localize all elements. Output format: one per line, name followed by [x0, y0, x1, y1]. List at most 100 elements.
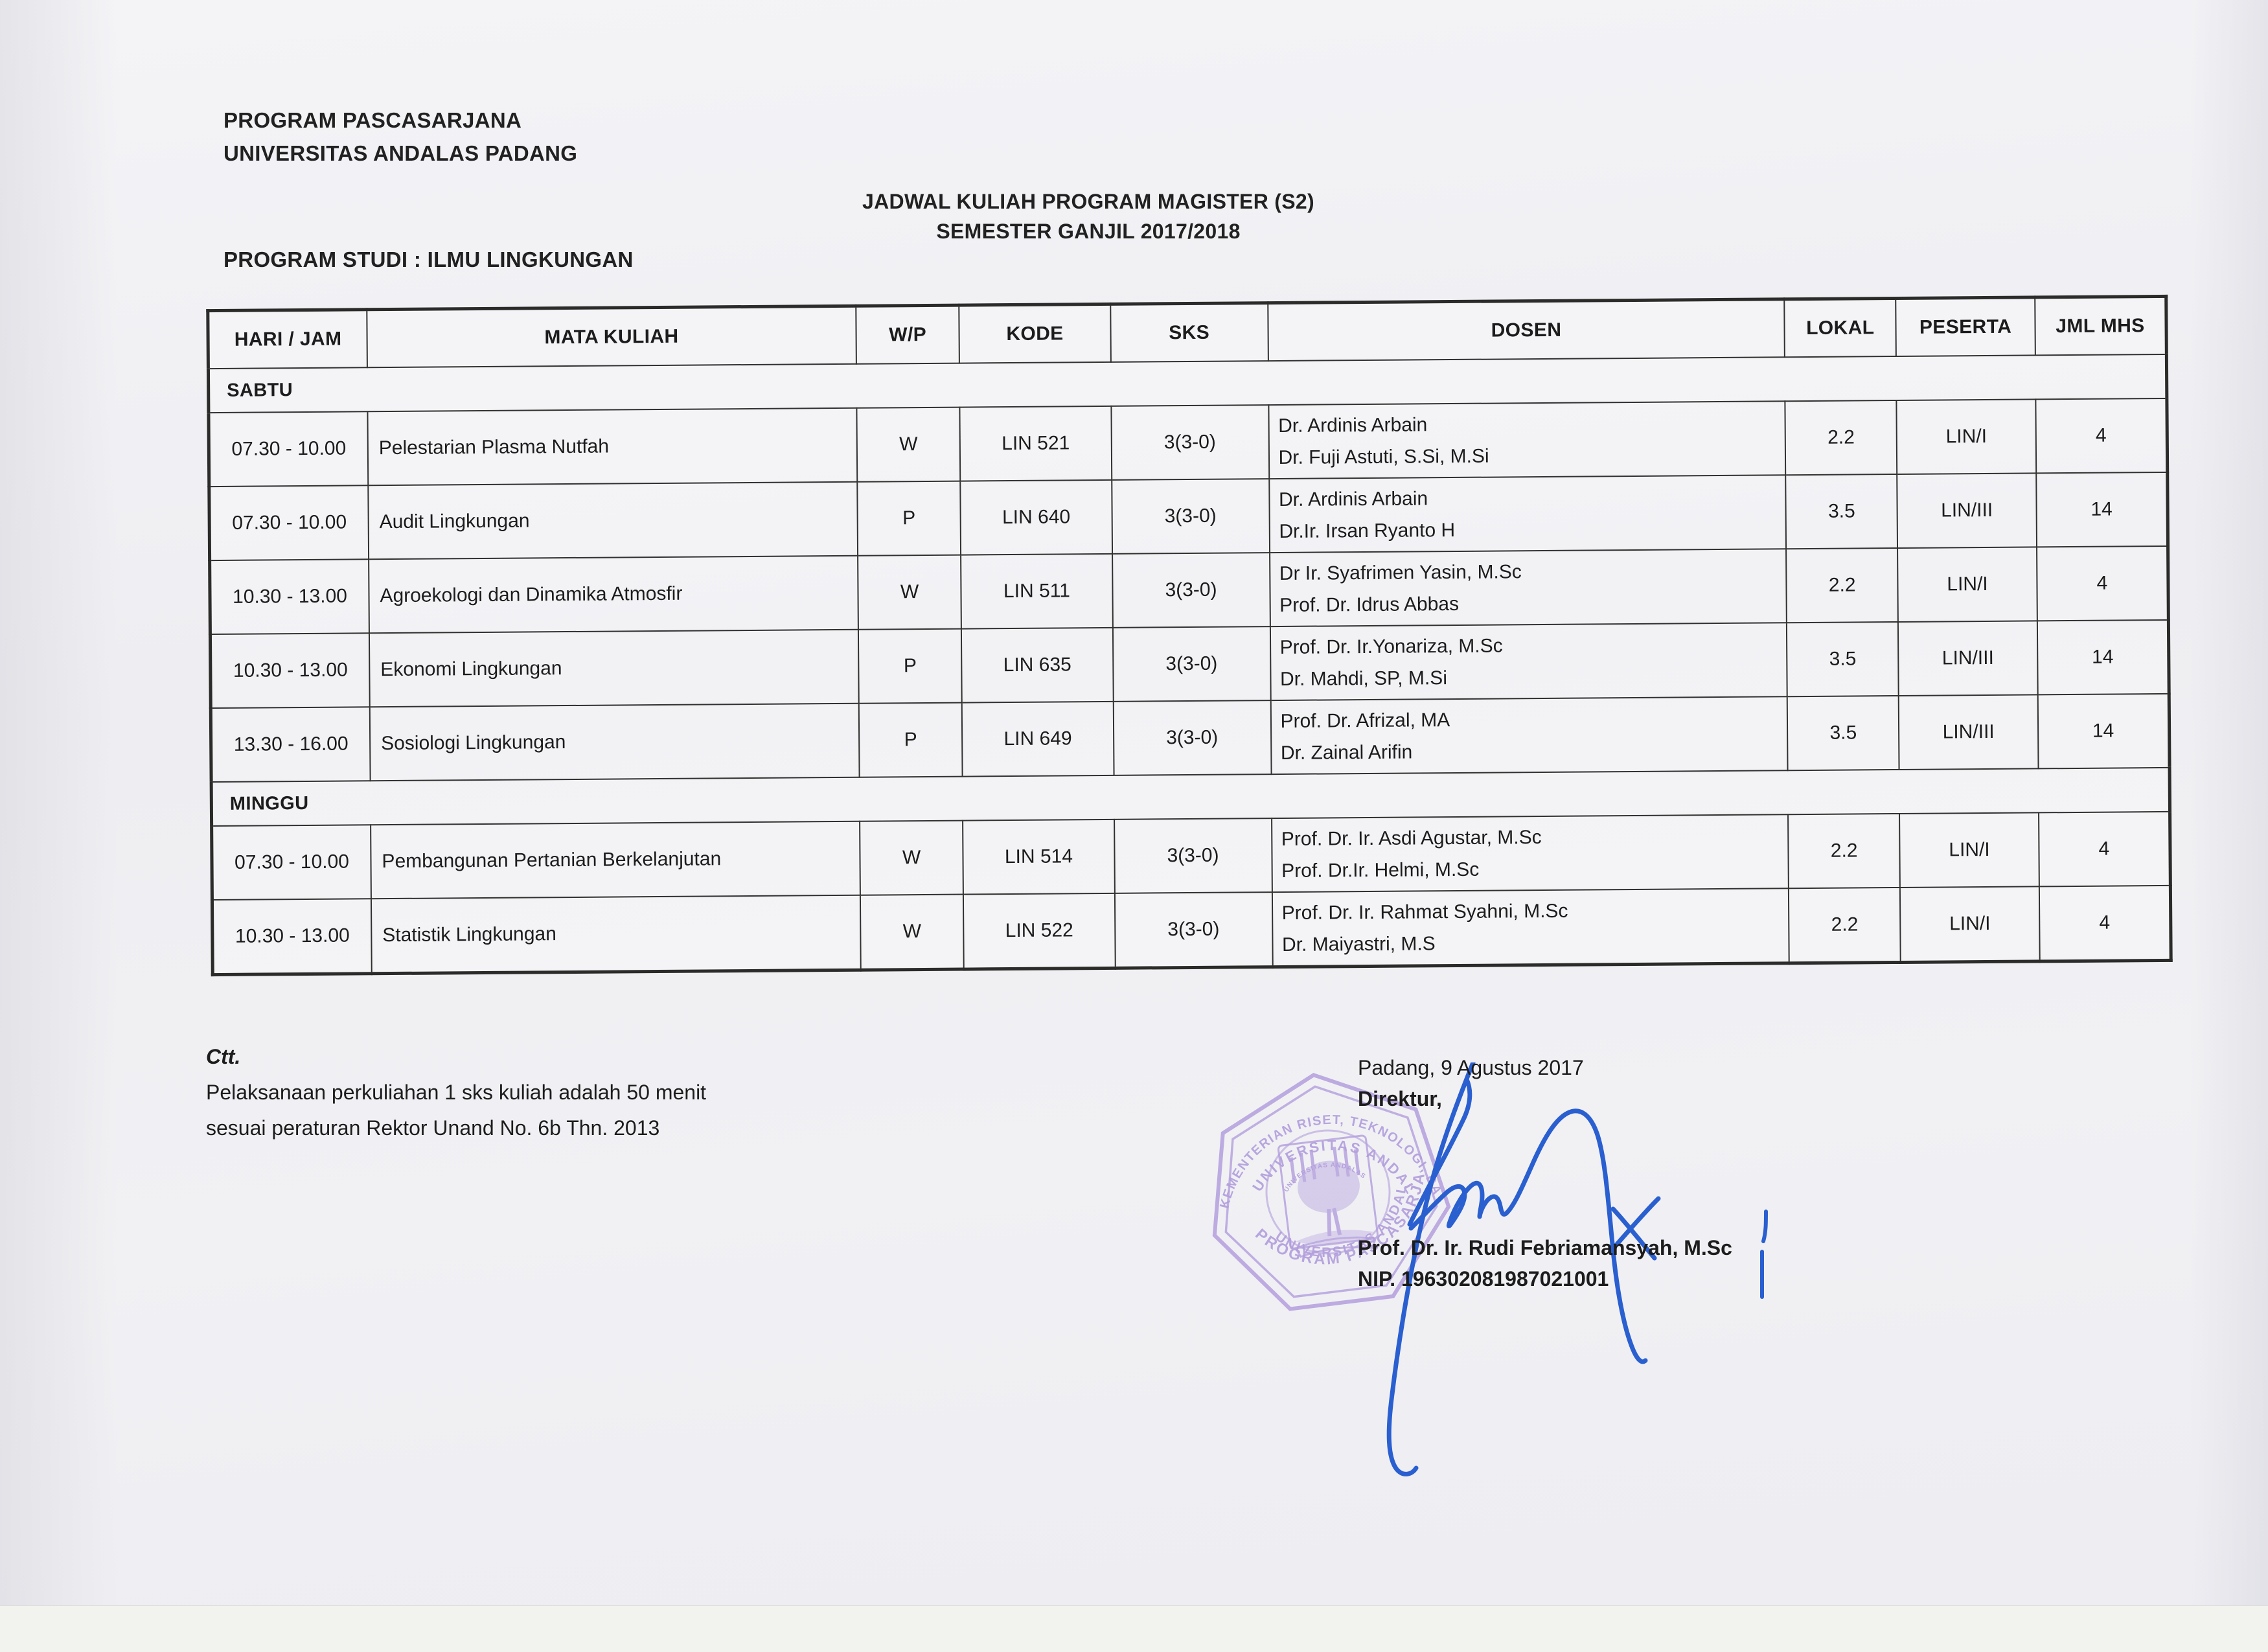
cell-room: 2.2 — [1789, 887, 1901, 963]
cell-time: 07.30 - 10.00 — [209, 485, 369, 561]
col-head-dosen: DOSEN — [1267, 299, 1785, 361]
cell-sks: 3(3-0) — [1113, 700, 1272, 775]
cell-room: 2.2 — [1788, 813, 1901, 889]
paper-bottom-edge — [0, 1605, 2268, 1652]
cell-course: Pembangunan Pertanian Berkelanjutan — [371, 821, 860, 899]
lecturer-name-1: Prof. Dr. Afrizal, MA — [1280, 709, 1450, 732]
cell-participants: LIN/III — [1897, 473, 2037, 548]
cell-wp: W — [856, 407, 961, 482]
paper-surface — [0, 0, 2268, 1605]
cell-room: 2.2 — [1785, 400, 1897, 476]
signatory-name: Prof. Dr. Ir. Rudi Febriamansyah, M.Sc — [1358, 1236, 1732, 1259]
cell-wp: W — [859, 820, 964, 895]
cell-code: LIN 640 — [960, 479, 1112, 555]
cell-room: 3.5 — [1785, 474, 1898, 549]
lecturer-name-1: Dr Ir. Syafrimen Yasin, M.Sc — [1279, 560, 1522, 584]
document-title: JADWAL KULIAH PROGRAM MAGISTER (S2) SEME… — [700, 187, 1477, 247]
col-head-jml-mhs: JML MHS — [2035, 296, 2167, 356]
table-row: 13.30 - 16.00 Sosiologi Lingkungan P LIN… — [211, 693, 2170, 783]
cell-lecturers: Dr. Ardinis Arbain Dr.Ir. Irsan Ryanto H — [1268, 475, 1787, 553]
signatory-identity: Prof. Dr. Ir. Rudi Febriamansyah, M.Sc N… — [1358, 1232, 1732, 1294]
cell-sks: 3(3-0) — [1112, 553, 1270, 628]
institution-line-1: PROGRAM PASCASARJANA — [223, 108, 522, 132]
cell-code: LIN 649 — [962, 701, 1114, 777]
lecturer-name-1: Prof. Dr. Ir. Rahmat Syahni, M.Sc — [1281, 900, 1568, 924]
notes-label: Ctt. — [206, 1045, 241, 1068]
cell-time: 07.30 - 10.00 — [208, 411, 369, 487]
table-row: 10.30 - 13.00 Statistik Lingkungan W LIN… — [212, 885, 2171, 975]
cell-student-count: 4 — [2036, 545, 2169, 621]
cell-lecturers: Prof. Dr. Ir. Rahmat Syahni, M.Sc Dr. Ma… — [1272, 888, 1790, 967]
lecturer-name-2: Dr. Fuji Astuti, S.Si, M.Si — [1278, 445, 1489, 468]
col-head-sks: SKS — [1110, 303, 1268, 362]
cell-participants: LIN/III — [1898, 694, 2039, 770]
col-head-wp: W/P — [856, 305, 960, 364]
lecturer-name-2: Prof. Dr. Idrus Abbas — [1279, 593, 1460, 616]
lecturer-name-2: Dr. Maiyastri, M.S — [1281, 933, 1436, 956]
institution-header: PROGRAM PASCASARJANA UNIVERSITAS ANDALAS… — [223, 104, 577, 170]
cell-code: LIN 511 — [961, 553, 1113, 629]
cell-wp: W — [860, 894, 965, 970]
cell-code: LIN 635 — [961, 627, 1114, 703]
cell-room: 2.2 — [1786, 547, 1899, 623]
cell-time: 10.30 - 13.00 — [212, 899, 372, 975]
cell-sks: 3(3-0) — [1114, 818, 1272, 893]
cell-student-count: 4 — [2035, 398, 2168, 474]
table-row: 10.30 - 13.00 Agroekologi dan Dinamika A… — [209, 545, 2169, 635]
cell-lecturers: Prof. Dr. Ir.Yonariza, M.Sc Dr. Mahdi, S… — [1270, 623, 1788, 701]
cell-wp: P — [857, 481, 961, 556]
cell-participants: LIN/I — [1899, 812, 2039, 888]
lecturer-name-1: Prof. Dr. Ir.Yonariza, M.Sc — [1279, 634, 1503, 658]
notes-line-1: Pelaksanaan perkuliahan 1 sks kuliah ada… — [206, 1081, 707, 1105]
cell-sks: 3(3-0) — [1114, 892, 1273, 969]
notes-block: Ctt. Pelaksanaan perkuliahan 1 sks kulia… — [206, 1039, 706, 1146]
cell-time: 13.30 - 16.00 — [211, 707, 371, 783]
cell-course: Sosiologi Lingkungan — [369, 703, 860, 781]
cell-time: 10.30 - 13.00 — [209, 559, 369, 635]
cell-course: Agroekologi dan Dinamika Atmosfir — [369, 555, 858, 634]
cell-lecturers: Dr Ir. Syafrimen Yasin, M.Sc Prof. Dr. I… — [1269, 549, 1787, 627]
cell-sks: 3(3-0) — [1112, 626, 1271, 702]
cell-course: Statistik Lingkungan — [371, 895, 861, 974]
cell-course: Audit Lingkungan — [368, 481, 858, 560]
col-head-hari-jam: HARI / JAM — [207, 309, 367, 369]
lecturer-name-2: Prof. Dr.Ir. Helmi, M.Sc — [1281, 858, 1480, 882]
cell-student-count: 4 — [2038, 811, 2171, 887]
cell-code: LIN 514 — [963, 819, 1115, 895]
col-head-mata-kuliah: MATA KULIAH — [367, 306, 856, 368]
cell-sks: 3(3-0) — [1110, 405, 1269, 480]
cell-time: 07.30 - 10.00 — [211, 825, 371, 901]
cell-participants: LIN/I — [1897, 547, 2037, 622]
cell-course: Ekonomi Lingkungan — [369, 629, 859, 707]
cell-wp: P — [858, 628, 963, 704]
cell-student-count: 14 — [2036, 472, 2168, 547]
cell-lecturers: Dr. Ardinis Arbain Dr. Fuji Astuti, S.Si… — [1268, 401, 1786, 479]
cell-student-count: 4 — [2039, 885, 2171, 961]
lecturer-name-2: Dr.Ir. Irsan Ryanto H — [1279, 519, 1456, 542]
table-row: 07.30 - 10.00 Audit Lingkungan P LIN 640… — [209, 472, 2168, 561]
signature-place-date: Padang, 9 Agustus 2017 — [1358, 1056, 1584, 1079]
lecturer-name-1: Prof. Dr. Ir. Asdi Agustar, M.Sc — [1281, 826, 1542, 850]
notes-line-2: sesuai peraturan Rektor Unand No. 6b Thn… — [206, 1116, 660, 1140]
cell-participants: LIN/I — [1900, 886, 2040, 963]
cell-room: 3.5 — [1787, 621, 1899, 697]
schedule-table-wrapper: HARI / JAM MATA KULIAH W/P KODE SKS DOSE… — [206, 294, 2173, 977]
cell-participants: LIN/III — [1898, 621, 2038, 696]
cell-time: 10.30 - 13.00 — [210, 633, 370, 709]
signatory-nip: NIP. 196302081987021001 — [1358, 1267, 1609, 1291]
title-line-1: JADWAL KULIAH PROGRAM MAGISTER (S2) — [862, 190, 1314, 213]
cell-code: LIN 522 — [963, 893, 1116, 970]
lecturer-name-2: Dr. Mahdi, SP, M.Si — [1279, 667, 1448, 690]
col-head-kode: KODE — [959, 304, 1111, 363]
scan-shadow-left — [0, 0, 117, 1605]
cell-course: Pelestarian Plasma Nutfah — [367, 407, 858, 486]
lecturer-name-1: Dr. Ardinis Arbain — [1278, 413, 1428, 437]
cell-lecturers: Prof. Dr. Ir. Asdi Agustar, M.Sc Prof. D… — [1271, 814, 1789, 893]
cell-wp: W — [857, 555, 962, 630]
institution-line-2: UNIVERSITAS ANDALAS PADANG — [223, 141, 578, 166]
cell-sks: 3(3-0) — [1111, 479, 1270, 554]
cell-lecturers: Prof. Dr. Afrizal, MA Dr. Zainal Arifin — [1270, 696, 1788, 775]
lecturer-name-1: Dr. Ardinis Arbain — [1278, 487, 1428, 511]
signature-place-role: Padang, 9 Agustus 2017 Direktur, — [1358, 1052, 1584, 1114]
